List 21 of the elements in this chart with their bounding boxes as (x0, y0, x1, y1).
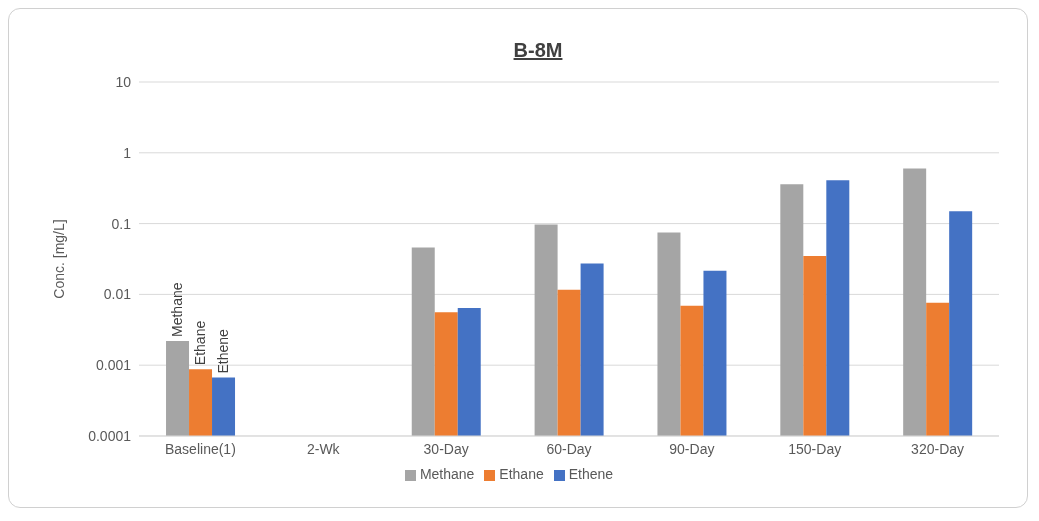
y-tick-label: 0.1 (111, 215, 132, 232)
legend-label: Ethene (568, 466, 614, 482)
x-tick-label: 320-Day (911, 440, 965, 457)
x-tick-label: 2-Wk (306, 440, 341, 457)
chart-title: B-8M (512, 38, 564, 62)
y-tick-label: 0.01 (103, 286, 132, 303)
annotation: Methane (169, 282, 186, 337)
x-tick-label: 30-Day (423, 440, 469, 457)
y-tick-label: 10 (115, 73, 132, 90)
x-tick-label: 90-Day (669, 440, 715, 457)
y-tick-label: 0.001 (95, 357, 132, 374)
x-tick-label: 150-Day (788, 440, 842, 457)
annotation: Ethane (192, 320, 209, 366)
y-tick-label: 0.0001 (88, 427, 132, 444)
y-axis-title: Conc. [mg/L] (50, 219, 67, 299)
x-tick-label: 60-Day (546, 440, 592, 457)
annotation: Ethene (215, 328, 232, 374)
legend-label: Ethane (499, 466, 544, 482)
legend-label: Methane (419, 466, 475, 482)
x-tick-label: Baseline(1) (165, 440, 236, 457)
y-tick-label: 1 (123, 144, 132, 161)
